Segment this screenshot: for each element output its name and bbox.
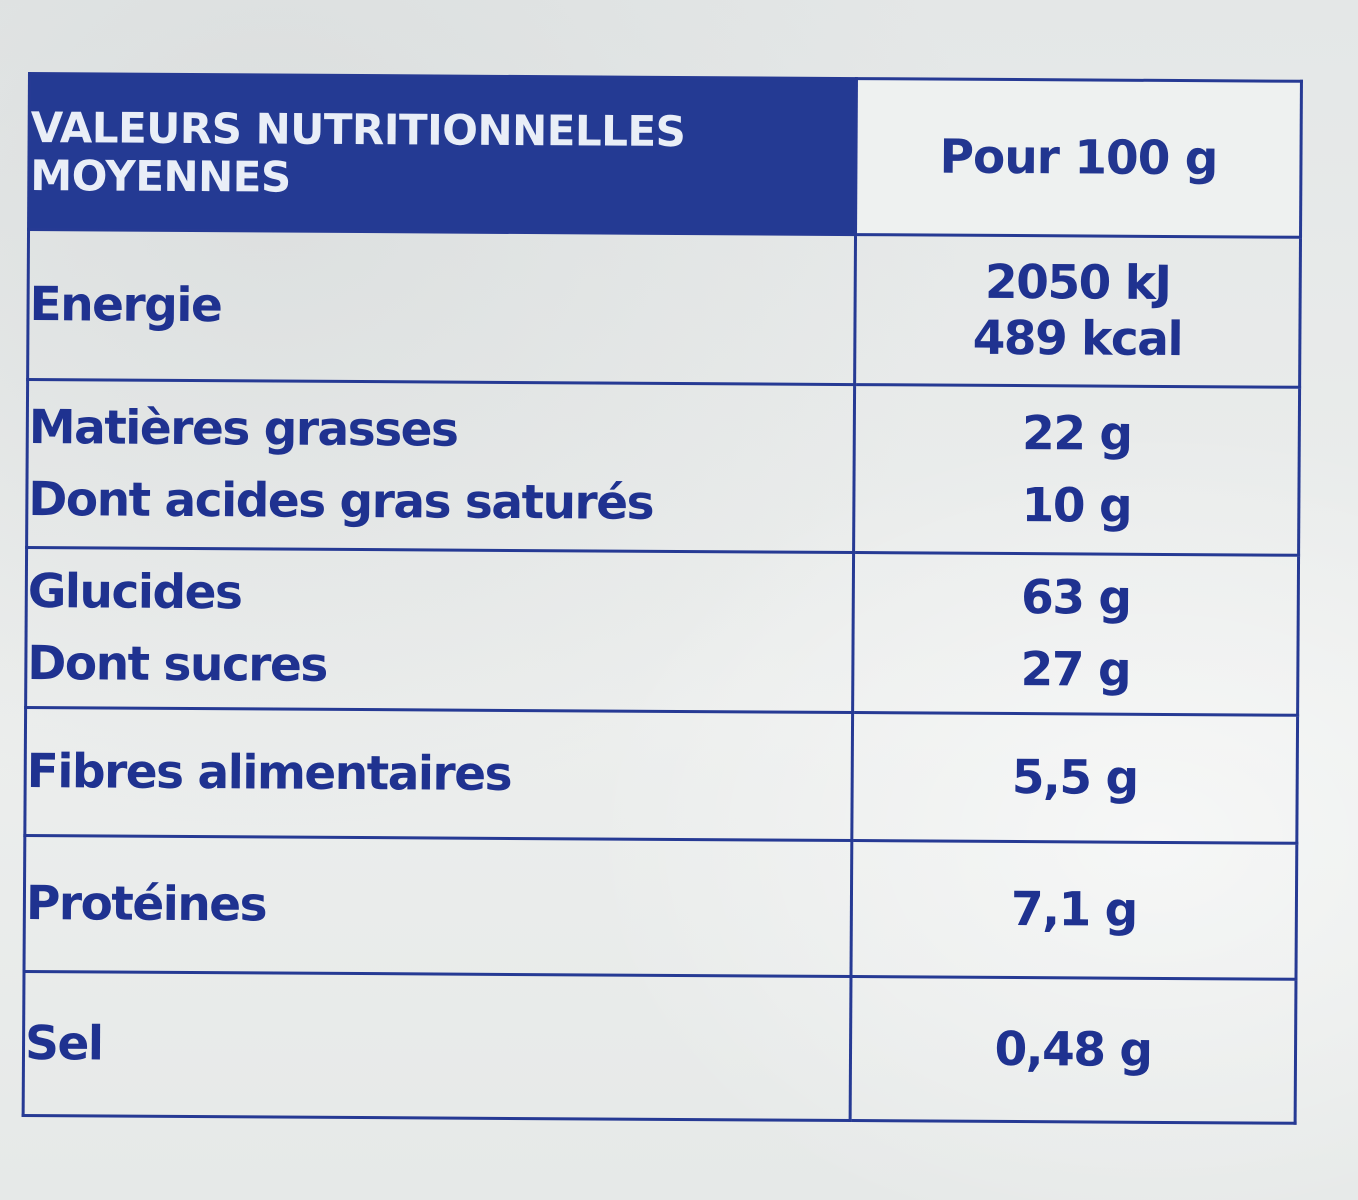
salt-label: Sel bbox=[23, 971, 851, 1121]
saturated-fat-value: 10 g bbox=[1021, 477, 1132, 534]
sugars-label: Dont sucres bbox=[27, 635, 327, 693]
salt-row: Sel 0,48 g bbox=[23, 971, 1296, 1124]
fibre-value: 5,5 g bbox=[851, 712, 1298, 844]
carbohydrate-labels: Glucides Dont sucres bbox=[25, 547, 854, 713]
nutrition-table: VALEURS NUTRITIONNELLES MOYENNES Pour 10… bbox=[22, 72, 1303, 1125]
carbohydrate-value: 63 g bbox=[1020, 569, 1131, 626]
fat-value: 22 g bbox=[1021, 405, 1132, 462]
energy-kcal-value: 489 kcal bbox=[972, 310, 1183, 367]
saturated-fat-label: Dont acides gras saturés bbox=[28, 471, 654, 531]
table-title-line-2: MOYENNES bbox=[30, 150, 291, 202]
table-title: VALEURS NUTRITIONNELLES MOYENNES bbox=[28, 73, 857, 235]
header-row: VALEURS NUTRITIONNELLES MOYENNES Pour 10… bbox=[28, 73, 1302, 238]
table-title-line-1: VALEURS NUTRITIONNELLES bbox=[30, 102, 686, 156]
per-100g-header: Pour 100 g bbox=[855, 78, 1302, 238]
energy-kj-value: 2050 kJ bbox=[984, 254, 1171, 311]
fibre-label: Fibres alimentaires bbox=[24, 707, 853, 841]
sugars-value: 27 g bbox=[1020, 641, 1131, 698]
carbohydrate-values: 63 g 27 g bbox=[852, 552, 1299, 716]
fat-row: Matières grasses Dont acides gras saturé… bbox=[26, 379, 1300, 556]
nutrition-label: VALEURS NUTRITIONNELLES MOYENNES Pour 10… bbox=[22, 72, 1303, 1125]
energy-value: 2050 kJ 489 kcal bbox=[854, 234, 1301, 388]
fat-label: Matières grasses bbox=[28, 399, 458, 458]
fat-labels: Matières grasses Dont acides gras saturé… bbox=[26, 379, 855, 553]
carbohydrate-label: Glucides bbox=[27, 563, 242, 620]
energy-label: Energie bbox=[27, 229, 856, 385]
fat-values: 22 g 10 g bbox=[853, 384, 1300, 556]
fibre-row: Fibres alimentaires 5,5 g bbox=[24, 707, 1298, 844]
energy-row: Energie 2050 kJ 489 kcal bbox=[27, 229, 1301, 388]
carbohydrate-row: Glucides Dont sucres 63 g 27 g bbox=[25, 547, 1299, 716]
salt-value: 0,48 g bbox=[850, 976, 1296, 1124]
protein-label: Protéines bbox=[24, 835, 852, 977]
protein-row: Protéines 7,1 g bbox=[24, 835, 1297, 980]
protein-value: 7,1 g bbox=[850, 840, 1297, 980]
